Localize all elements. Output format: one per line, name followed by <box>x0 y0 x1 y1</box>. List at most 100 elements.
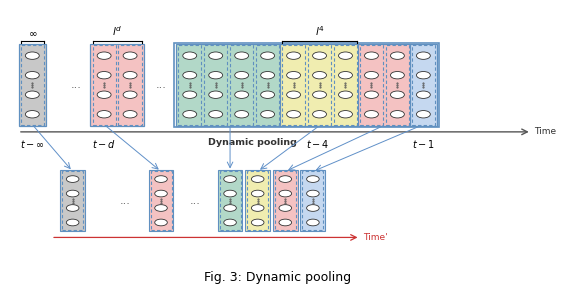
Circle shape <box>365 110 378 118</box>
Circle shape <box>338 72 352 79</box>
Circle shape <box>235 72 248 79</box>
Bar <box>62 171 83 230</box>
Circle shape <box>307 205 319 211</box>
Bar <box>256 45 279 125</box>
Text: ...: ... <box>156 80 167 90</box>
Text: Fig. 3: Dynamic pooling: Fig. 3: Dynamic pooling <box>204 271 351 284</box>
Circle shape <box>155 176 167 182</box>
Circle shape <box>365 72 378 79</box>
Circle shape <box>155 205 167 211</box>
Circle shape <box>338 91 352 98</box>
Circle shape <box>251 219 264 226</box>
Circle shape <box>416 72 430 79</box>
Text: ...: ... <box>189 196 200 206</box>
Circle shape <box>391 72 405 79</box>
Bar <box>178 45 201 125</box>
Bar <box>334 45 357 125</box>
Circle shape <box>365 52 378 59</box>
Text: Dynamic pooling: Dynamic pooling <box>208 138 297 147</box>
Bar <box>357 44 411 126</box>
Bar <box>412 45 435 125</box>
Text: $\infty$: $\infty$ <box>28 28 37 38</box>
Bar <box>245 170 270 231</box>
Circle shape <box>287 110 301 118</box>
Circle shape <box>97 72 111 79</box>
Circle shape <box>416 110 430 118</box>
Text: $l^d$: $l^d$ <box>112 24 123 38</box>
Bar <box>302 171 323 230</box>
Bar <box>220 171 241 230</box>
Text: $l^4$: $l^4$ <box>315 24 324 38</box>
Circle shape <box>261 52 275 59</box>
Circle shape <box>251 176 264 182</box>
Circle shape <box>97 52 111 59</box>
Bar <box>19 44 46 126</box>
Circle shape <box>97 110 111 118</box>
Text: ...: ... <box>70 80 81 90</box>
Bar <box>21 45 44 125</box>
Circle shape <box>209 52 223 59</box>
Circle shape <box>209 91 223 98</box>
Circle shape <box>279 219 292 226</box>
Circle shape <box>312 72 327 79</box>
Circle shape <box>66 190 79 197</box>
Circle shape <box>391 52 405 59</box>
Circle shape <box>307 176 319 182</box>
Circle shape <box>338 110 352 118</box>
Bar <box>247 171 268 230</box>
Circle shape <box>287 52 301 59</box>
Circle shape <box>123 52 137 59</box>
Circle shape <box>287 91 301 98</box>
Text: $t-1$: $t-1$ <box>412 138 435 150</box>
Circle shape <box>183 52 197 59</box>
Circle shape <box>25 52 39 59</box>
Circle shape <box>312 52 327 59</box>
Bar <box>119 45 142 125</box>
Circle shape <box>416 52 430 59</box>
Text: $t-d$: $t-d$ <box>92 138 116 150</box>
Circle shape <box>25 110 39 118</box>
Circle shape <box>307 190 319 197</box>
Circle shape <box>66 176 79 182</box>
Circle shape <box>391 91 405 98</box>
Circle shape <box>365 91 378 98</box>
Bar <box>275 171 296 230</box>
Circle shape <box>123 110 137 118</box>
Bar <box>90 44 144 126</box>
Circle shape <box>279 205 292 211</box>
Circle shape <box>416 91 430 98</box>
Circle shape <box>279 176 292 182</box>
Circle shape <box>307 219 319 226</box>
Circle shape <box>97 91 111 98</box>
Circle shape <box>312 91 327 98</box>
Text: $t-\infty$: $t-\infty$ <box>20 138 45 150</box>
Circle shape <box>25 91 39 98</box>
Bar <box>386 45 409 125</box>
Circle shape <box>391 110 405 118</box>
Circle shape <box>224 190 237 197</box>
Circle shape <box>224 205 237 211</box>
Bar <box>273 170 298 231</box>
Circle shape <box>235 91 248 98</box>
Circle shape <box>155 190 167 197</box>
Circle shape <box>261 110 275 118</box>
Circle shape <box>261 72 275 79</box>
Circle shape <box>235 110 248 118</box>
Text: Time': Time' <box>363 233 388 242</box>
Bar <box>280 44 359 126</box>
Circle shape <box>338 52 352 59</box>
Text: Time: Time <box>534 127 556 136</box>
Bar <box>301 170 325 231</box>
Bar <box>151 171 171 230</box>
Bar <box>230 45 253 125</box>
Circle shape <box>251 205 264 211</box>
Circle shape <box>66 205 79 211</box>
Circle shape <box>209 110 223 118</box>
Bar <box>217 170 242 231</box>
Circle shape <box>209 72 223 79</box>
Circle shape <box>312 110 327 118</box>
Circle shape <box>235 52 248 59</box>
Circle shape <box>25 72 39 79</box>
Bar <box>204 45 227 125</box>
Circle shape <box>66 219 79 226</box>
